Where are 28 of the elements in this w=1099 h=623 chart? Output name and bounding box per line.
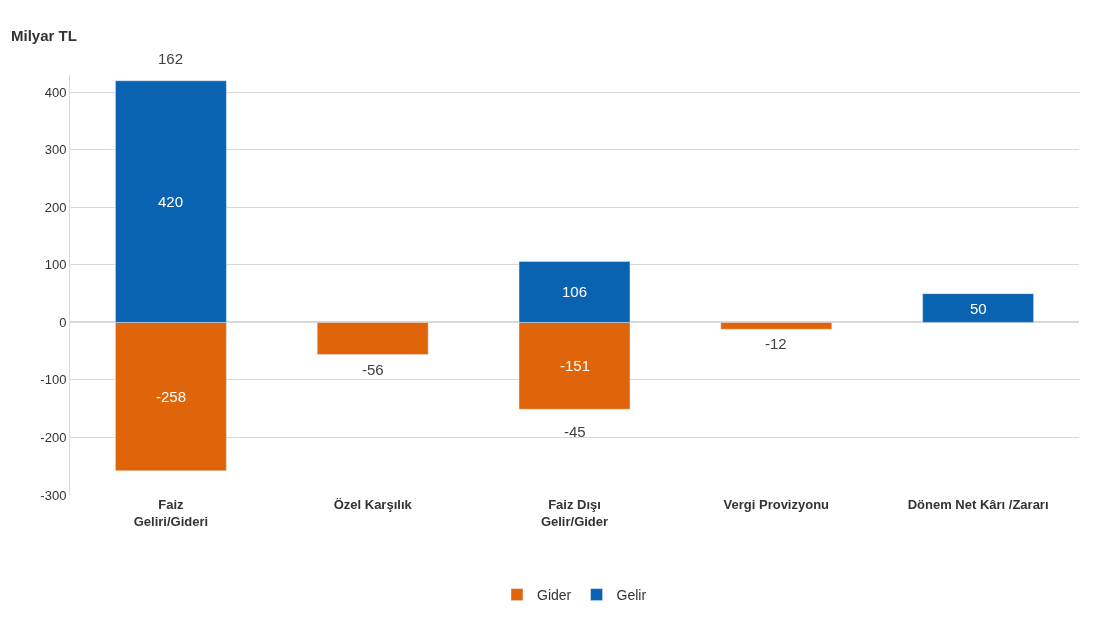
y-tick-label: 0 [59, 314, 67, 330]
x-tick-label: Özel Karşılık [333, 497, 413, 512]
data-label: 106 [562, 283, 588, 300]
data-label: 420 [158, 193, 184, 210]
x-tick-label: Faiz Dışı Gelir/Gider [540, 497, 609, 529]
x-tick-label: Faiz Geliri/Gideri [133, 497, 209, 529]
y-tick-label: 100 [44, 257, 67, 273]
y-tick-label: 200 [44, 199, 67, 215]
total-label: 162 [158, 50, 184, 67]
total-label: -45 [564, 423, 586, 440]
bar [720, 322, 833, 330]
legend-label: Gider [537, 587, 572, 604]
y-axis-title: Milyar TL [11, 27, 77, 44]
data-label: -151 [560, 357, 591, 374]
x-tick-label: Dönem Net Kârı /Zararı [907, 497, 1049, 512]
bar [316, 322, 429, 355]
bar [922, 293, 1034, 323]
data-label: -258 [156, 388, 187, 405]
y-tick-label: -300 [40, 487, 67, 503]
y-tick-label: 400 [44, 84, 67, 100]
data-label: 50 [970, 300, 987, 317]
y-tick-label: 300 [44, 142, 67, 158]
data-label: -12 [765, 335, 787, 352]
x-tick-label: Vergi Provizyonu [723, 497, 830, 512]
data-label: -56 [362, 361, 384, 378]
y-tick-label: -100 [40, 372, 67, 388]
legend-label: Gelir [616, 587, 647, 604]
y-tick-label: -200 [40, 430, 67, 446]
